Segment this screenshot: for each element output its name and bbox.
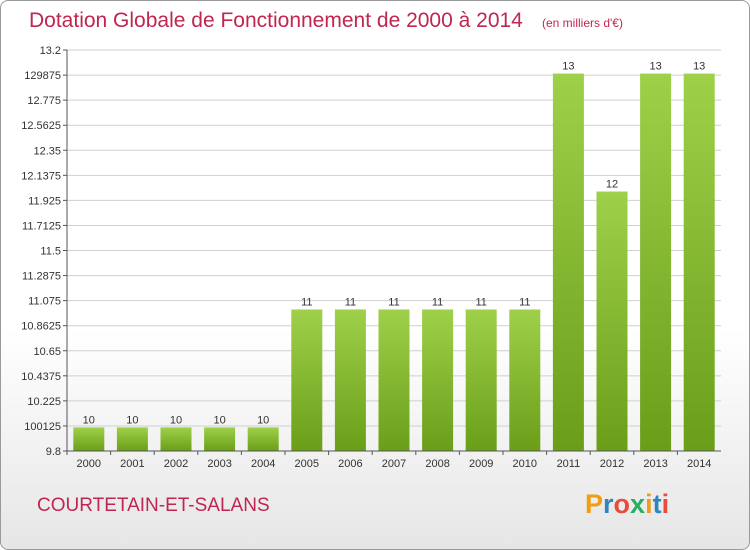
chart-title: Dotation Globale de Fonctionnement de 20…	[29, 9, 523, 32]
x-tick-label: 2012	[600, 458, 624, 470]
bar	[465, 309, 497, 451]
x-tick-label: 2001	[120, 458, 144, 470]
logo-letter: i	[645, 489, 653, 519]
bar	[640, 73, 672, 452]
y-tick-label: 10.4375	[21, 371, 61, 383]
commune-name: COURTETAIN-ET-SALANS	[37, 495, 270, 516]
x-tick-label: 2014	[687, 458, 711, 470]
bar-value-label: 11	[475, 296, 486, 308]
bar	[596, 191, 628, 451]
bar	[552, 73, 584, 452]
bar	[116, 427, 148, 451]
y-tick-label: 9.8	[46, 446, 61, 458]
y-tick-label: 129875	[24, 70, 61, 82]
x-tick-label: 2005	[295, 458, 319, 470]
bar	[378, 309, 410, 451]
bar	[683, 73, 715, 452]
bar-value-label: 10	[213, 414, 225, 426]
x-tick-label: 2007	[382, 458, 406, 470]
y-tick-label: 12.1375	[21, 170, 61, 182]
logo-letter: o	[613, 489, 631, 519]
bar-value-label: 13	[562, 61, 574, 73]
bar-value-label: 10	[170, 414, 182, 426]
y-tick-label: 12.35	[33, 145, 61, 157]
bar	[73, 427, 105, 451]
bar-value-label: 13	[649, 61, 661, 73]
x-tick-label: 2000	[77, 458, 101, 470]
bar	[247, 427, 279, 451]
bar	[291, 309, 323, 451]
x-tick-label: 2004	[251, 458, 275, 470]
y-tick-label: 12.775	[27, 95, 61, 107]
y-tick-label: 11.075	[28, 296, 61, 308]
y-axis-ticks: 9.8 100125 10.225 10.4375 10.65 10.8625 11.075…	[21, 45, 67, 458]
y-tick-label: 11.5	[40, 246, 61, 258]
x-tick-label: 2013	[643, 458, 667, 470]
bar-value-label: 10	[83, 414, 95, 426]
bar	[160, 427, 192, 451]
x-tick-label: 2003	[207, 458, 231, 470]
x-tick-label: 2010	[513, 458, 537, 470]
x-tick-label: 2011	[557, 458, 581, 470]
y-tick-label: 100125	[24, 421, 61, 433]
bar	[422, 309, 454, 451]
y-tick-label: 10.65	[33, 346, 61, 358]
chart-unit-note: (en milliers d'€)	[542, 16, 623, 30]
y-tick-label: 10.8625	[21, 321, 61, 333]
logo-letter: t	[652, 489, 662, 519]
logo-letter: x	[630, 489, 646, 519]
y-tick-label: 11.7125	[22, 220, 61, 232]
bar-value-label: 10	[126, 414, 138, 426]
bar-value-label: 11	[388, 296, 399, 308]
x-axis-ticks: 2000 2001 2002 2003 2004 2005 2006 2007 2008 2009…	[66, 451, 711, 470]
x-tick-label: 2009	[469, 458, 493, 470]
bars	[73, 73, 715, 452]
logo-letter: i	[661, 489, 670, 519]
x-tick-label: 2002	[164, 458, 188, 470]
x-tick-label: 2006	[338, 458, 362, 470]
y-tick-label: 10.225	[27, 396, 61, 408]
y-tick-label: 11.2875	[22, 271, 61, 283]
bar-value-label: 12	[606, 179, 618, 191]
y-tick-label: 11.925	[28, 195, 61, 207]
bar	[204, 427, 236, 451]
x-tick-label: 2008	[425, 458, 449, 470]
value-labels: 10 10 10 10 10 11 11 11 11 11 11 13 12 13 13	[83, 61, 706, 427]
logo-letter: P	[585, 489, 604, 519]
y-tick-label: 12.5625	[21, 120, 61, 132]
bar-value-label: 10	[257, 414, 269, 426]
bar-value-label: 11	[519, 296, 530, 308]
y-tick-label: 13.2	[40, 45, 61, 57]
bar	[509, 309, 541, 451]
bar	[334, 309, 366, 451]
bar-value-label: 13	[693, 61, 705, 73]
axes	[66, 50, 721, 452]
logo-letter: r	[603, 489, 614, 519]
bar-value-label: 11	[432, 296, 443, 308]
bar-value-label: 11	[301, 296, 312, 308]
proxiti-logo: Proxiti	[585, 489, 669, 520]
bar-value-label: 11	[345, 296, 356, 308]
